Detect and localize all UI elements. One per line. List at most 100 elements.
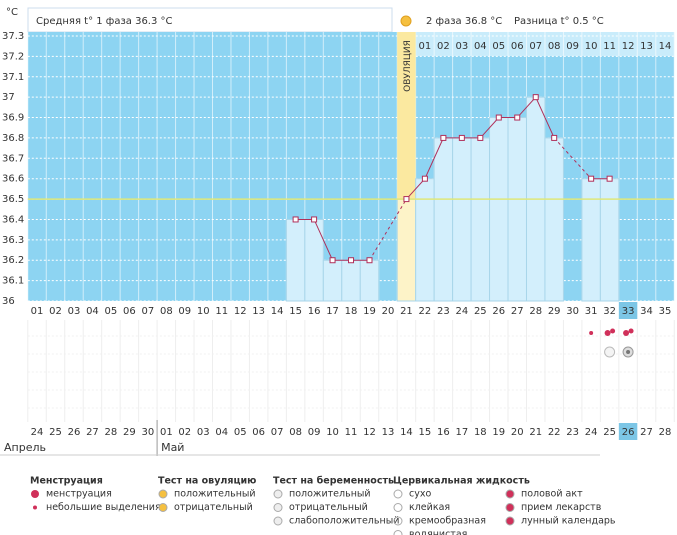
bar	[581, 178, 601, 302]
ovulation-label: ОВУЛЯЦИЯ	[403, 40, 413, 92]
date-label: 02	[178, 427, 191, 438]
day-label: 12	[234, 306, 247, 317]
day-label: 32	[603, 306, 616, 317]
date-label: 27	[640, 427, 653, 438]
day-label: 08	[160, 306, 173, 317]
phase2-day: 11	[603, 41, 616, 52]
legend-icon	[393, 530, 403, 535]
y-tick-label: 37	[2, 92, 15, 103]
legend-icon	[505, 516, 515, 526]
date-label: 26	[622, 427, 635, 438]
phase1-text: Средняя t° 1 фаза 36.3 °C	[36, 16, 173, 27]
bar	[285, 218, 306, 302]
legend-icon	[33, 505, 37, 510]
date-label: 04	[215, 427, 228, 438]
day-label: 11	[215, 306, 228, 317]
day-label: 06	[123, 306, 136, 317]
legend-icon	[158, 489, 168, 499]
bar	[599, 178, 620, 302]
phase2-day: 12	[622, 41, 635, 52]
phase2-day: 14	[659, 41, 672, 52]
day-label: 17	[326, 306, 339, 317]
date-label: 05	[234, 427, 247, 438]
date-label: 12	[363, 427, 376, 438]
legend-icon	[158, 503, 168, 512]
date-label: 14	[400, 427, 413, 438]
date-label: 28	[659, 427, 672, 438]
date-label: 27	[86, 427, 99, 438]
date-label: 25	[603, 427, 616, 438]
day-label: 31	[585, 306, 598, 317]
phase2-day: 08	[548, 41, 561, 52]
symbol-dot	[626, 350, 631, 354]
month-label: Апрель	[4, 441, 46, 454]
date-label: 21	[529, 427, 542, 438]
bar	[452, 137, 472, 302]
phase2-text: 2 фаза 36.8 °C	[426, 16, 502, 27]
y-tick-label: 37.2	[2, 51, 24, 62]
date-label: 24	[585, 427, 598, 438]
bar	[415, 178, 435, 302]
legend-title: Тест на овуляцию	[158, 476, 256, 487]
legend-item: водянистая	[409, 529, 467, 535]
month-label: Май	[161, 441, 184, 454]
temp-point	[551, 134, 558, 141]
date-label: 30	[141, 427, 154, 438]
date-label: 07	[271, 427, 284, 438]
date-label: 01	[160, 427, 173, 438]
legend-icon	[505, 489, 515, 499]
day-label: 34	[640, 306, 653, 317]
phase2-day: 01	[419, 41, 432, 52]
day-label: 07	[141, 306, 154, 317]
temp-point	[477, 134, 484, 141]
day-label: 15	[289, 306, 302, 317]
date-label: 03	[197, 427, 210, 438]
temp-point	[458, 134, 465, 141]
y-tick-label: 36.1	[2, 276, 24, 287]
date-label: 10	[326, 427, 339, 438]
bar	[304, 218, 324, 302]
bar	[470, 137, 491, 302]
phase2-day: 05	[492, 41, 505, 52]
temp-point	[366, 257, 373, 264]
day-label: 23	[437, 306, 450, 317]
y-unit: °C	[6, 7, 18, 18]
temp-point	[329, 257, 336, 264]
legend: Менструация менструация небольшие выделени…	[30, 476, 616, 535]
plot-bg	[27, 32, 675, 301]
phase2-day: 10	[585, 41, 598, 52]
legend-item: положительный	[174, 489, 256, 500]
bar	[341, 259, 361, 302]
day-label: 25	[474, 306, 487, 317]
date-label: 24	[31, 427, 44, 438]
temp-point	[495, 114, 502, 121]
day-label: 21	[400, 306, 413, 317]
day-label: 27	[511, 306, 524, 317]
day-label: 24	[455, 306, 468, 317]
day-label: 18	[345, 306, 358, 317]
legend-item: небольшие выделения	[46, 502, 161, 513]
day-label: 28	[529, 306, 542, 317]
date-label: 08	[289, 427, 302, 438]
temp-point	[532, 94, 539, 101]
date-label: 26	[68, 427, 81, 438]
y-tick-label: 36.2	[2, 255, 24, 266]
phase2-day: 06	[511, 41, 524, 52]
y-tick-label: 36.5	[2, 194, 24, 205]
day-label: 33	[622, 306, 635, 317]
day-label: 10	[197, 306, 210, 317]
legend-icon	[393, 503, 403, 512]
legend-item: прием лекарств	[521, 502, 602, 513]
y-tick-label: 36.8	[2, 133, 24, 144]
date-label: 20	[511, 427, 524, 438]
day-label: 19	[363, 306, 376, 317]
legend-icon	[393, 516, 403, 526]
today-day-box	[618, 302, 638, 319]
date-label: 23	[566, 427, 579, 438]
sun-icon	[400, 15, 412, 27]
date-label: 09	[308, 427, 321, 438]
y-tick-label: 37.1	[2, 72, 24, 83]
phase2-day: 02	[437, 41, 450, 52]
